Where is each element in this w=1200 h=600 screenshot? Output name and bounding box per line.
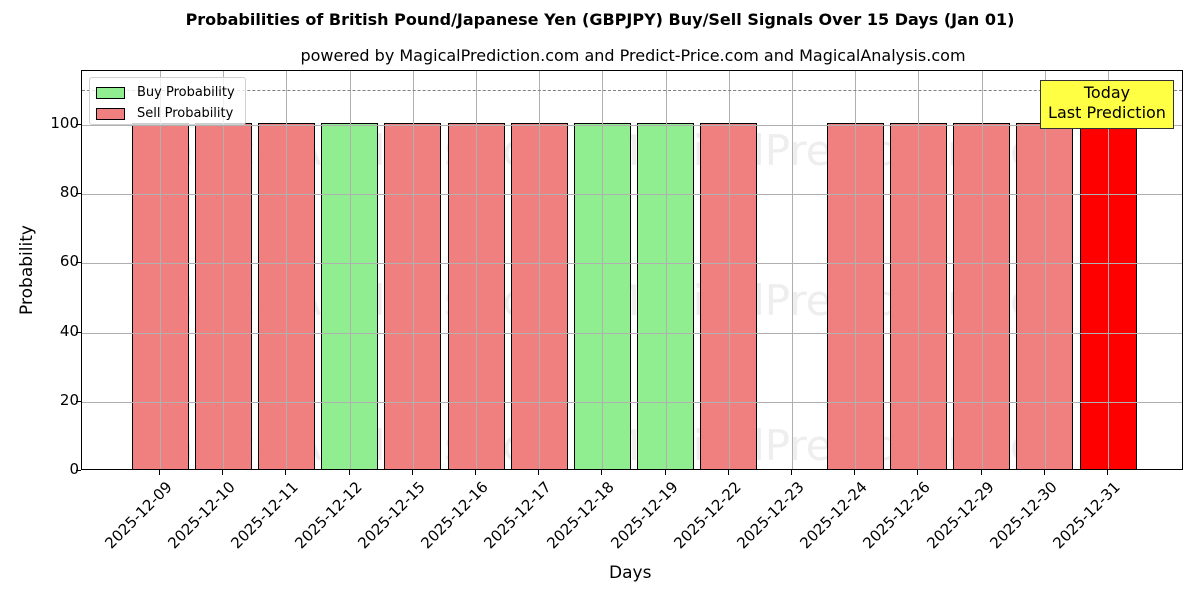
grid-line-vertical bbox=[349, 71, 351, 469]
y-tick-label: 40 bbox=[59, 321, 79, 340]
y-tick-label: 0 bbox=[69, 460, 79, 478]
x-tick-mark bbox=[348, 470, 350, 475]
grid-line-vertical bbox=[855, 71, 857, 469]
annotation-line-2: Last Prediction bbox=[1048, 103, 1166, 122]
y-tick-mark bbox=[76, 193, 81, 195]
legend: Buy Probability Sell Probability bbox=[89, 77, 246, 125]
x-tick-mark bbox=[538, 470, 540, 475]
grid-line-horizontal bbox=[82, 194, 1182, 196]
grid-line-vertical bbox=[1044, 71, 1046, 469]
x-tick-mark bbox=[917, 470, 919, 475]
sell-swatch-icon bbox=[96, 107, 125, 120]
y-tick-mark bbox=[76, 331, 81, 333]
y-tick-mark bbox=[76, 400, 81, 402]
grid-line-horizontal bbox=[82, 332, 1182, 334]
plot-area: MagicalPrediction.comMagicalAnalysis.com… bbox=[81, 70, 1183, 470]
annotation-line-1: Today bbox=[1083, 83, 1131, 102]
y-tick-label: 60 bbox=[59, 252, 79, 271]
x-tick-mark bbox=[159, 470, 160, 475]
reference-line-110 bbox=[82, 90, 1182, 92]
x-axis-label: Days bbox=[609, 563, 652, 583]
grid-line-vertical bbox=[981, 71, 983, 469]
grid-line-vertical bbox=[286, 71, 288, 469]
legend-label-sell: Sell Probability bbox=[137, 106, 234, 121]
today-annotation: Today Last Prediction bbox=[1040, 80, 1174, 129]
grid-line-vertical bbox=[602, 71, 604, 469]
legend-item-sell: Sell Probability bbox=[96, 106, 233, 121]
x-tick-mark bbox=[475, 470, 476, 475]
grid-line-horizontal bbox=[82, 263, 1182, 265]
x-tick-mark bbox=[601, 470, 603, 475]
chart-title: Probabilities of British Pound/Japanese … bbox=[185, 10, 1015, 29]
x-tick-mark bbox=[727, 470, 729, 475]
grid-line-vertical bbox=[728, 71, 730, 469]
grid-line-vertical bbox=[918, 71, 920, 469]
y-tick-mark bbox=[76, 262, 81, 264]
x-tick-mark bbox=[411, 470, 413, 475]
y-tick-label: 100 bbox=[50, 114, 79, 132]
grid-line-vertical bbox=[476, 71, 477, 469]
grid-line-vertical bbox=[160, 71, 161, 469]
grid-line-vertical bbox=[412, 71, 414, 469]
grid-line-vertical bbox=[792, 71, 793, 469]
y-axis-label: Probability bbox=[17, 225, 37, 315]
legend-label-buy: Buy Probability bbox=[137, 85, 235, 100]
grid-line-horizontal bbox=[82, 401, 1182, 403]
grid-line-vertical bbox=[1108, 71, 1109, 469]
x-tick-mark bbox=[980, 470, 982, 475]
buy-swatch-icon bbox=[96, 86, 125, 99]
y-tick-mark bbox=[76, 124, 81, 125]
x-tick-mark bbox=[285, 470, 287, 475]
legend-item-buy: Buy Probability bbox=[96, 85, 235, 100]
chart-subtitle: powered by MagicalPrediction.com and Pre… bbox=[300, 46, 966, 65]
x-tick-mark bbox=[854, 470, 856, 475]
x-tick-mark bbox=[791, 470, 792, 475]
y-tick-mark bbox=[76, 470, 81, 471]
grid-line-horizontal bbox=[82, 125, 1182, 126]
x-tick-mark bbox=[222, 470, 224, 475]
x-tick-mark bbox=[1107, 470, 1108, 475]
grid-line-vertical bbox=[223, 71, 225, 469]
y-tick-label: 20 bbox=[59, 390, 79, 409]
grid-line-vertical bbox=[539, 71, 541, 469]
x-tick-mark bbox=[1043, 470, 1045, 475]
grid-line-vertical bbox=[665, 71, 667, 469]
x-tick-mark bbox=[664, 470, 666, 475]
y-tick-label: 80 bbox=[59, 183, 79, 202]
